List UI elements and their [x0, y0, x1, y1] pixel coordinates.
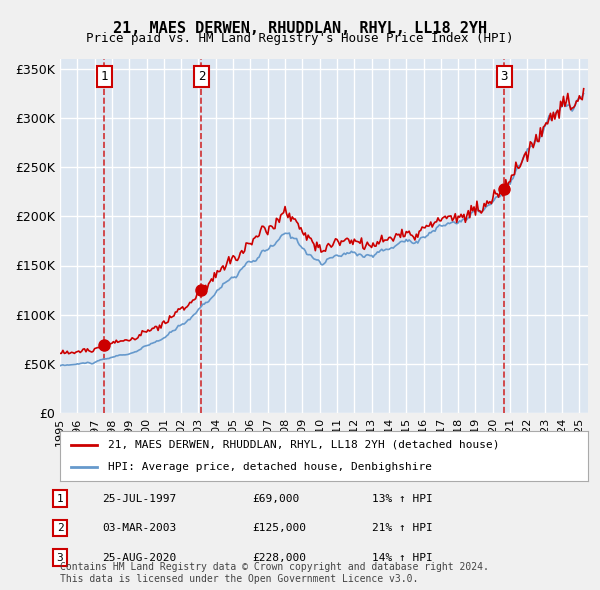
Text: £69,000: £69,000: [252, 494, 299, 503]
Text: 21% ↑ HPI: 21% ↑ HPI: [372, 523, 433, 533]
Text: £125,000: £125,000: [252, 523, 306, 533]
Text: Contains HM Land Registry data © Crown copyright and database right 2024.
This d: Contains HM Land Registry data © Crown c…: [60, 562, 489, 584]
Text: 25-JUL-1997: 25-JUL-1997: [102, 494, 176, 503]
Text: 21, MAES DERWEN, RHUDDLAN, RHYL, LL18 2YH (detached house): 21, MAES DERWEN, RHUDDLAN, RHYL, LL18 2Y…: [107, 440, 499, 450]
Text: Price paid vs. HM Land Registry's House Price Index (HPI): Price paid vs. HM Land Registry's House …: [86, 32, 514, 45]
Text: £228,000: £228,000: [252, 553, 306, 562]
Text: 3: 3: [56, 553, 64, 562]
Text: HPI: Average price, detached house, Denbighshire: HPI: Average price, detached house, Denb…: [107, 462, 431, 472]
Text: 03-MAR-2003: 03-MAR-2003: [102, 523, 176, 533]
Text: 21, MAES DERWEN, RHUDDLAN, RHYL, LL18 2YH: 21, MAES DERWEN, RHUDDLAN, RHYL, LL18 2Y…: [113, 21, 487, 35]
Text: 25-AUG-2020: 25-AUG-2020: [102, 553, 176, 562]
Text: 2: 2: [197, 70, 205, 83]
Text: 13% ↑ HPI: 13% ↑ HPI: [372, 494, 433, 503]
Text: 1: 1: [101, 70, 108, 83]
Text: 1: 1: [56, 494, 64, 503]
Text: 3: 3: [500, 70, 508, 83]
Text: 14% ↑ HPI: 14% ↑ HPI: [372, 553, 433, 562]
Text: 2: 2: [56, 523, 64, 533]
